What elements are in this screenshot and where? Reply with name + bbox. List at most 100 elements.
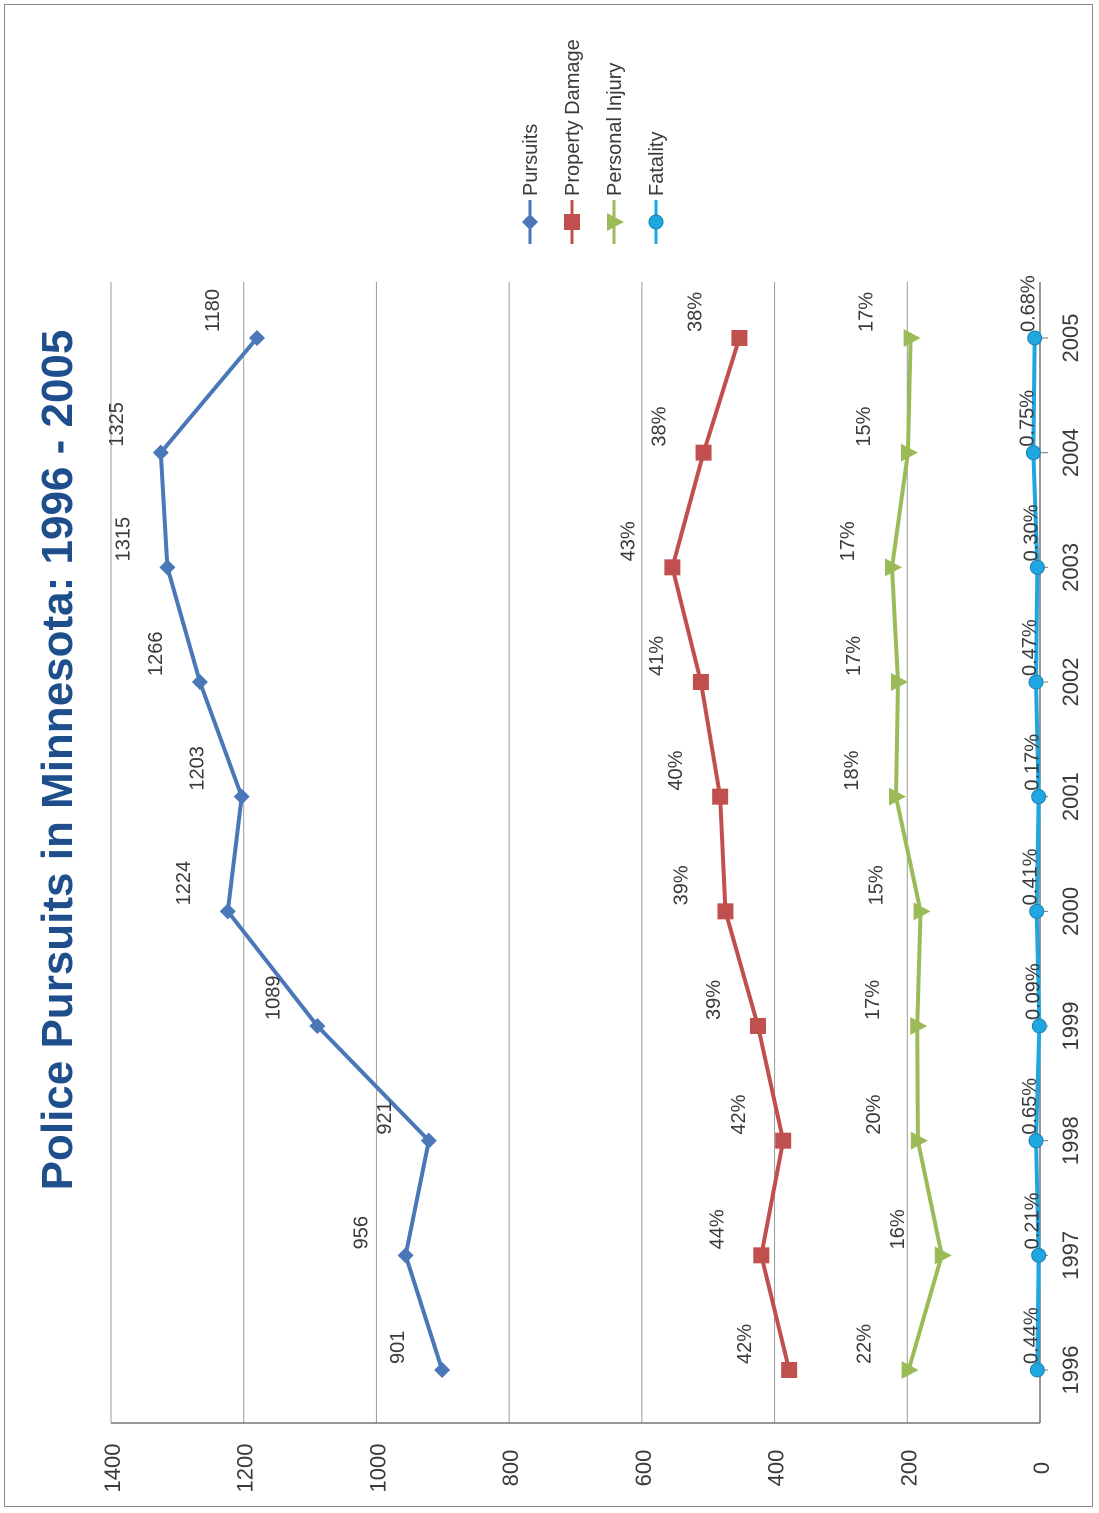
fatality-data-label: 0.65%: [1019, 1078, 1041, 1135]
value-tick-label: 1000: [365, 1444, 390, 1493]
value-tick-label: 0: [1029, 1462, 1054, 1474]
personal-injury-data-label: 17%: [837, 521, 859, 561]
pursuits-point: [434, 1362, 451, 1378]
personal-injury-point: [890, 673, 908, 691]
category-tick-label: 2004: [1058, 428, 1083, 477]
fatality-data-label: 0.17%: [1022, 734, 1044, 791]
fatality-point: [1031, 1247, 1047, 1263]
category-tick-label: 1999: [1058, 1002, 1083, 1051]
property-damage-data-label: 38%: [649, 406, 671, 446]
property-damage-point: [664, 559, 681, 576]
fatality-point: [1028, 1133, 1044, 1149]
chart-frame: [4, 4, 1093, 1507]
personal-injury-legend-label: Personal Injury: [604, 63, 626, 196]
property-damage-data-label: 38%: [684, 292, 706, 332]
property-damage-data-label: 43%: [617, 521, 639, 561]
category-tick-label: 1996: [1058, 1346, 1083, 1395]
personal-injury-data-label: 17%: [862, 980, 884, 1020]
fatality-point: [1031, 789, 1047, 805]
fatality-data-label: 0.47%: [1019, 619, 1041, 676]
property-damage-data-label: 44%: [706, 1209, 728, 1249]
personal-injury-data-label: 20%: [863, 1094, 885, 1134]
pursuits-data-label: 1224: [173, 861, 195, 906]
personal-injury-legend-marker: [607, 213, 624, 231]
property-damage-point: [753, 1247, 770, 1264]
pursuits-point: [191, 674, 208, 690]
category-tick-label: 1997: [1058, 1231, 1083, 1280]
chart-title: Police Pursuits in Minnesota: 1996 - 200…: [33, 330, 82, 1191]
pursuits-point: [233, 788, 250, 805]
pursuits-data-label: 901: [387, 1331, 409, 1364]
pursuits-data-label: 1089: [262, 976, 284, 1021]
fatality-data-label: 0.41%: [1020, 848, 1042, 905]
property-damage-data-label: 42%: [734, 1324, 756, 1364]
fatality-point: [1029, 559, 1045, 575]
personal-injury-point: [900, 443, 918, 462]
category-tick-label: 2001: [1058, 772, 1083, 821]
fatality-data-label: 0.68%: [1018, 275, 1040, 332]
category-tick-label: 2003: [1058, 543, 1083, 592]
pursuits-data-label: 956: [351, 1216, 373, 1249]
property-damage-point: [695, 444, 712, 461]
property-damage-point: [781, 1362, 798, 1378]
pursuits-point: [152, 444, 169, 461]
personal-injury-data-label: 15%: [853, 406, 875, 446]
fatality-data-label: 0.75%: [1016, 390, 1038, 447]
property-damage-point: [749, 1018, 766, 1034]
fatality-line: [1031, 337, 1042, 1371]
pursuits-point: [397, 1247, 414, 1264]
pursuits-line: [158, 336, 445, 1371]
property-damage-data-label: 42%: [728, 1094, 750, 1134]
personal-injury-point: [901, 1361, 919, 1379]
value-tick-label: 200: [896, 1450, 921, 1487]
property-damage-legend-label: Property Damage: [562, 39, 584, 196]
fatality-point: [1028, 674, 1044, 690]
pursuits-legend-marker: [522, 214, 538, 230]
category-tick-label: 2000: [1058, 887, 1083, 936]
property-damage-data-label: 39%: [703, 980, 725, 1020]
pursuits-point: [219, 903, 236, 920]
property-damage-point: [692, 674, 709, 690]
property-damage-data-label: 39%: [670, 865, 692, 905]
personal-injury-data-label: 15%: [866, 865, 888, 905]
personal-injury-data-label: 22%: [854, 1324, 876, 1364]
personal-injury-line: [890, 337, 944, 1371]
value-tick-label: 1200: [233, 1444, 258, 1493]
fatality-legend-marker: [648, 214, 664, 230]
pursuits-point: [309, 1018, 326, 1034]
pursuits-data-label: 1325: [106, 402, 128, 447]
fatality-point: [1029, 903, 1045, 919]
pursuits-point: [420, 1132, 437, 1149]
pursuits-data-label: 1266: [145, 632, 167, 677]
fatality-data-label: 0.30%: [1020, 504, 1042, 561]
fatality-data-label: 0.09%: [1022, 963, 1044, 1020]
property-damage-data-label: 41%: [646, 636, 668, 676]
pursuits-data-label: 1203: [187, 746, 209, 791]
pursuits-data-label: 1315: [112, 517, 134, 562]
personal-injury-point: [885, 558, 903, 577]
property-damage-point: [775, 1132, 792, 1149]
personal-injury-data-label: 18%: [841, 750, 863, 790]
property-damage-point: [731, 330, 748, 346]
value-tick-label: 400: [764, 1450, 789, 1487]
property-damage-data-label: 40%: [665, 750, 687, 790]
fatality-point: [1025, 445, 1041, 461]
fatality-legend-label: Fatality: [646, 132, 668, 196]
property-damage-point: [712, 788, 729, 805]
fatality-point: [1031, 1018, 1047, 1034]
personal-injury-point: [889, 787, 907, 806]
personal-injury-point: [903, 329, 921, 347]
property-damage-legend-marker: [564, 214, 580, 230]
property-damage-point: [717, 903, 734, 920]
personal-injury-data-label: 16%: [887, 1209, 909, 1249]
category-tick-label: 2002: [1058, 658, 1083, 707]
pursuits-legend-label: Pursuits: [520, 124, 542, 196]
personal-injury-point: [910, 1017, 928, 1035]
personal-injury-data-label: 17%: [856, 292, 878, 332]
pursuits-point: [248, 330, 265, 346]
category-tick-label: 2005: [1058, 314, 1083, 363]
fatality-data-label: 0.44%: [1020, 1307, 1042, 1364]
pursuits-point: [159, 559, 176, 576]
fatality-data-label: 0.21%: [1022, 1192, 1044, 1249]
